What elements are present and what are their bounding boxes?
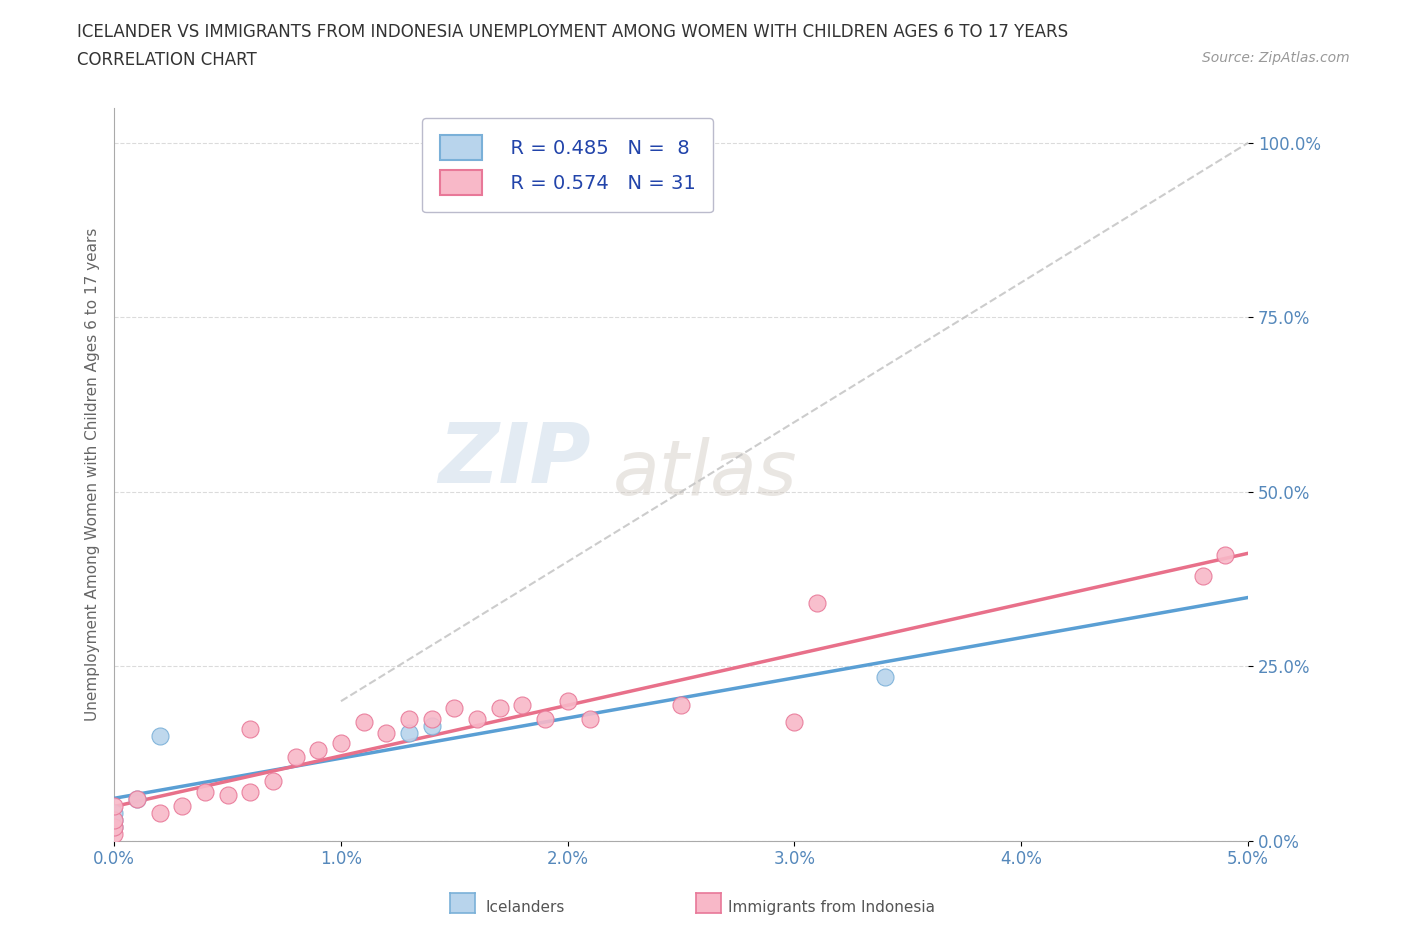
Point <box>375 725 398 740</box>
Y-axis label: Unemployment Among Women with Children Ages 6 to 17 years: Unemployment Among Women with Children A… <box>86 228 100 721</box>
Point <box>262 774 284 789</box>
Point <box>217 788 239 803</box>
Text: CORRELATION CHART: CORRELATION CHART <box>77 51 257 69</box>
Text: Source: ZipAtlas.com: Source: ZipAtlas.com <box>1202 51 1350 65</box>
Legend:   R = 0.485   N =  8,   R = 0.574   N = 31: R = 0.485 N = 8, R = 0.574 N = 31 <box>422 118 713 212</box>
Text: ICELANDER VS IMMIGRANTS FROM INDONESIA UNEMPLOYMENT AMONG WOMEN WITH CHILDREN AG: ICELANDER VS IMMIGRANTS FROM INDONESIA U… <box>77 23 1069 41</box>
Point <box>329 736 352 751</box>
Point <box>148 729 170 744</box>
Point <box>103 805 125 820</box>
Point <box>284 750 307 764</box>
Point <box>148 805 170 820</box>
Point <box>125 791 148 806</box>
Point <box>103 827 125 842</box>
Point <box>875 670 897 684</box>
Point <box>557 694 579 709</box>
Point <box>420 711 443 726</box>
Point <box>239 785 262 800</box>
Point <box>398 725 420 740</box>
Point <box>579 711 602 726</box>
Point <box>103 813 125 828</box>
Point <box>398 711 420 726</box>
Point <box>783 714 806 729</box>
Point <box>103 819 125 834</box>
Text: Immigrants from Indonesia: Immigrants from Indonesia <box>728 900 935 915</box>
Point <box>307 743 329 758</box>
Point <box>534 711 557 726</box>
Point <box>125 791 148 806</box>
Point <box>239 722 262 737</box>
Point <box>1213 547 1236 562</box>
Point <box>353 714 375 729</box>
Text: atlas: atlas <box>613 437 797 512</box>
Text: ZIP: ZIP <box>437 419 591 500</box>
Point <box>806 596 828 611</box>
Point <box>194 785 217 800</box>
Point <box>103 819 125 834</box>
Point <box>669 698 692 712</box>
Point <box>512 698 534 712</box>
Point <box>465 711 488 726</box>
Point <box>172 799 194 814</box>
Point <box>103 813 125 828</box>
Point <box>420 718 443 733</box>
Point <box>443 700 465 715</box>
Text: Icelanders: Icelanders <box>485 900 564 915</box>
Point <box>1191 568 1213 583</box>
Point <box>103 799 125 814</box>
Point <box>488 700 510 715</box>
